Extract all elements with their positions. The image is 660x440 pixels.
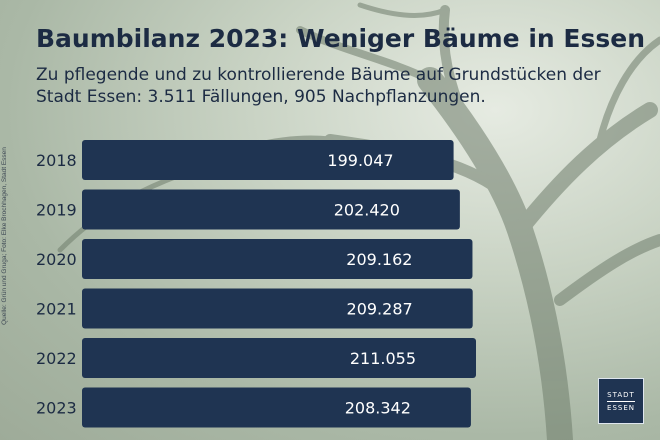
bar-value-label: 209.287 (347, 300, 413, 319)
bar-value-label: 199.047 (327, 151, 393, 170)
bar (82, 338, 476, 378)
bar-value-label: 209.162 (346, 250, 412, 269)
bar-value-label: 202.420 (334, 201, 400, 220)
bar-value-label: 211.055 (350, 349, 416, 368)
logo-line-2: ESSEN (607, 403, 635, 412)
category-label: 2018 (36, 151, 77, 170)
category-label: 2021 (36, 300, 77, 319)
category-label: 2020 (36, 250, 77, 269)
source-credit: Quelle: Grün und Gruga; Foto: Elke Broch… (1, 147, 8, 325)
category-label: 2019 (36, 201, 77, 220)
bar (82, 189, 460, 230)
stadt-essen-logo: STADT ESSEN (598, 378, 644, 424)
category-label: 2022 (36, 349, 77, 368)
category-label: 2023 (36, 399, 77, 418)
bar (82, 140, 454, 180)
chart-subtitle: Zu pflegende und zu kontrollierende Bäum… (36, 65, 601, 107)
bar-value-label: 208.342 (345, 399, 411, 418)
bar (82, 288, 473, 329)
logo-line-1: STADT (607, 390, 635, 399)
logo-divider (607, 400, 635, 402)
bar (82, 239, 473, 279)
chart-title: Baumbilanz 2023: Weniger Bäume in Essen (36, 24, 645, 53)
bar (82, 387, 471, 428)
